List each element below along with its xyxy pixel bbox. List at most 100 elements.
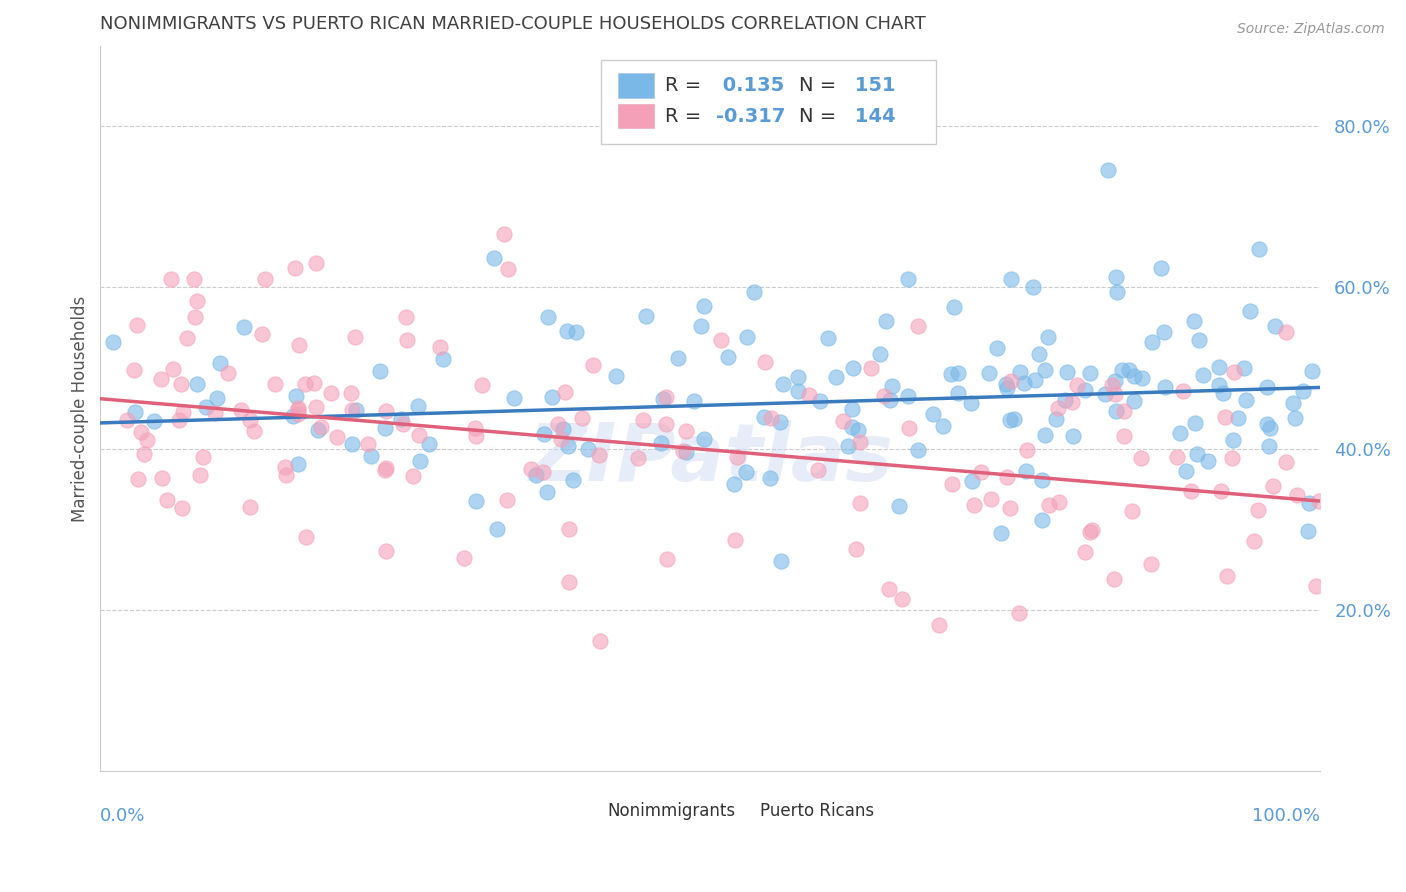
Point [582, 358, 605, 372]
Point [1182, 313, 1205, 327]
Point [1185, 447, 1208, 461]
Point [562, 473, 585, 487]
Point [1031, 473, 1053, 487]
Text: ZIPatlas: ZIPatlas [527, 420, 893, 499]
Point [252, 327, 274, 342]
Point [1249, 242, 1271, 256]
Point [1036, 330, 1059, 344]
Point [319, 385, 342, 400]
Point [928, 617, 950, 632]
Point [374, 404, 396, 418]
Point [860, 360, 883, 375]
Text: 144: 144 [848, 106, 896, 126]
Point [1008, 366, 1031, 380]
Point [242, 424, 264, 438]
Point [231, 402, 253, 417]
Point [650, 436, 672, 450]
Point [907, 318, 929, 333]
Point [1264, 319, 1286, 334]
Point [1174, 463, 1197, 477]
Point [995, 376, 1018, 391]
Point [960, 474, 983, 488]
Text: 0.135: 0.135 [717, 76, 785, 95]
Point [735, 330, 758, 344]
Point [1305, 579, 1327, 593]
Point [188, 467, 211, 482]
Point [1000, 374, 1022, 388]
Point [841, 360, 863, 375]
Point [772, 377, 794, 392]
Point [553, 422, 575, 436]
Point [1213, 409, 1236, 424]
Point [717, 351, 740, 365]
Point [655, 390, 678, 404]
Point [464, 494, 486, 508]
Point [284, 261, 307, 276]
Point [471, 378, 494, 392]
Point [723, 476, 745, 491]
Point [654, 417, 676, 431]
Point [531, 465, 554, 479]
Point [1180, 483, 1202, 498]
Text: NONIMMIGRANTS VS PUERTO RICAN MARRIED-COUPLE HOUSEHOLDS CORRELATION CHART: NONIMMIGRANTS VS PUERTO RICAN MARRIED-CO… [100, 15, 927, 33]
Point [1012, 376, 1035, 390]
Point [970, 465, 993, 479]
Point [1208, 378, 1230, 392]
Point [496, 493, 519, 508]
Point [217, 366, 239, 380]
Point [846, 423, 869, 437]
Point [849, 435, 872, 450]
Point [550, 432, 572, 446]
Text: Nonimmigrants: Nonimmigrants [607, 802, 735, 820]
Point [1060, 395, 1083, 409]
Point [143, 414, 166, 428]
Point [666, 351, 689, 365]
Point [254, 272, 277, 286]
Point [541, 390, 564, 404]
Point [1192, 368, 1215, 382]
Point [1243, 533, 1265, 548]
Point [887, 499, 910, 513]
Point [194, 400, 217, 414]
Point [675, 424, 697, 438]
Point [1188, 334, 1211, 348]
Point [536, 484, 558, 499]
Point [170, 500, 193, 515]
Point [754, 355, 776, 369]
Point [1002, 411, 1025, 425]
Point [150, 470, 173, 484]
Point [392, 417, 415, 431]
Point [343, 330, 366, 344]
Point [897, 389, 920, 403]
Point [1097, 162, 1119, 177]
Point [1122, 368, 1144, 383]
Point [1140, 334, 1163, 349]
Point [1105, 269, 1128, 284]
Point [205, 391, 228, 405]
Point [977, 366, 1000, 380]
Point [589, 634, 612, 648]
Point [409, 454, 432, 468]
Point [682, 394, 704, 409]
FancyBboxPatch shape [600, 60, 936, 144]
Point [1104, 387, 1126, 401]
Point [281, 409, 304, 424]
Point [1107, 285, 1129, 300]
Text: 151: 151 [848, 76, 896, 95]
Point [204, 406, 226, 420]
Point [184, 310, 207, 324]
Point [1208, 360, 1230, 375]
Point [849, 496, 872, 510]
Point [239, 413, 262, 427]
Point [149, 371, 172, 385]
Point [357, 436, 380, 450]
Point [432, 352, 454, 367]
FancyBboxPatch shape [617, 73, 654, 98]
Point [1171, 384, 1194, 398]
Point [302, 376, 325, 390]
Point [239, 500, 262, 514]
Point [1212, 386, 1234, 401]
Point [962, 498, 984, 512]
Point [233, 319, 256, 334]
Point [558, 522, 581, 536]
